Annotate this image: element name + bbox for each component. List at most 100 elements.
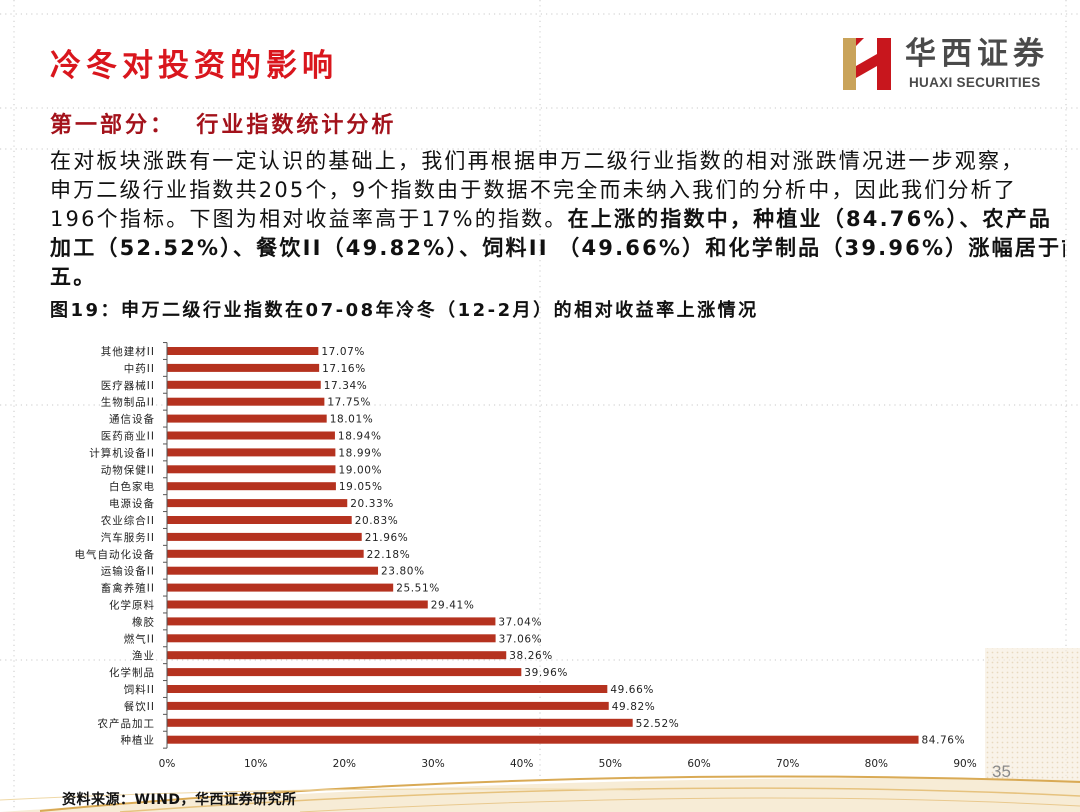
value-label: 52.52% <box>636 718 680 730</box>
bar <box>167 617 496 626</box>
x-tick-label: 60% <box>687 758 710 770</box>
bar <box>167 465 336 474</box>
value-label: 17.16% <box>322 363 366 375</box>
bar <box>167 431 335 440</box>
logo-red-stroke <box>877 38 891 90</box>
x-tick-label: 50% <box>599 758 622 770</box>
value-label: 17.34% <box>324 380 368 392</box>
bar <box>167 516 352 524</box>
value-label: 21.96% <box>365 532 409 544</box>
category-label: 农产品加工 <box>98 717 156 730</box>
value-label: 22.18% <box>367 549 411 561</box>
value-label: 17.75% <box>327 397 371 409</box>
figure-caption: 图19：申万二级行业指数在07-08年冷冬（12-2月）的相对收益率上涨情况 <box>50 300 759 321</box>
value-label: 18.94% <box>338 431 382 443</box>
source-note: 资料来源：WIND，华西证券研究所 <box>62 792 297 808</box>
bar <box>167 448 336 457</box>
huaxi-h-logo-icon <box>843 38 891 90</box>
bar <box>167 735 919 744</box>
category-label: 电源设备 <box>109 497 155 510</box>
category-label: 农业综合II <box>101 514 155 527</box>
category-label: 其他建材II <box>101 345 155 358</box>
bar <box>167 685 608 693</box>
value-label: 25.51% <box>396 583 440 595</box>
value-label: 18.99% <box>338 447 382 459</box>
section-heading: 第一部分： 行业指数统计分析 <box>50 113 397 138</box>
x-tick-label: 30% <box>421 758 444 770</box>
category-label: 汽车服务II <box>101 531 155 544</box>
category-label: 医疗器械II <box>101 379 155 392</box>
bar <box>167 668 522 677</box>
logo-name-cn: 华西证券 <box>905 36 1049 72</box>
bar <box>167 397 325 406</box>
category-label: 餐饮II <box>124 700 155 713</box>
category-label: 化学原料 <box>109 599 155 612</box>
bar <box>167 600 428 609</box>
value-label: 49.82% <box>612 701 656 713</box>
category-label: 电气自动化设备 <box>75 548 156 561</box>
value-label: 20.83% <box>355 515 399 527</box>
x-tick-label: 80% <box>865 758 888 770</box>
category-label: 畜禽养殖II <box>101 582 155 595</box>
value-label: 19.05% <box>339 481 383 493</box>
bar <box>167 347 319 355</box>
bar <box>167 380 321 389</box>
category-label: 橡胶 <box>132 615 155 628</box>
x-tick-label: 90% <box>953 758 976 770</box>
bar <box>167 701 609 710</box>
bar <box>167 718 633 727</box>
body-text-bold: 在上涨的指数中，种植业（84.76%）、农产品 <box>567 207 1053 231</box>
value-label: 23.80% <box>381 566 425 578</box>
category-label: 种植业 <box>121 734 156 747</box>
value-label: 84.76% <box>922 735 966 747</box>
slide-title: 冷冬对投资的影响 <box>50 48 338 84</box>
bar <box>167 566 379 575</box>
category-label: 通信设备 <box>109 413 155 426</box>
bar <box>167 583 394 592</box>
category-label: 生物制品II <box>101 396 155 409</box>
bar <box>167 482 336 491</box>
bar <box>167 414 327 423</box>
category-label: 白色家电 <box>109 480 155 493</box>
value-label: 17.07% <box>321 346 365 358</box>
x-tick-label: 10% <box>244 758 267 770</box>
logo-gold-stroke <box>843 38 856 90</box>
bar <box>167 499 348 508</box>
category-label: 饲料II <box>124 683 155 696</box>
bar <box>167 532 362 541</box>
bar <box>167 363 320 372</box>
category-label: 燃气II <box>124 632 155 645</box>
category-label: 化学制品 <box>109 666 155 679</box>
x-tick-label: 0% <box>159 758 176 770</box>
logo-red-crossbar <box>856 54 877 78</box>
category-label: 医药商业II <box>101 430 155 443</box>
body-line: 加工（52.52%）、餐饮II（49.82%）、饲料II （49.66%）和化学… <box>50 234 1065 263</box>
bar-chart: 其他建材II 17.07% 中药II 17.16% 医疗器械II 17.34% 生物制品II… <box>75 342 977 770</box>
category-label: 计算机设备II <box>89 446 155 459</box>
body-text-regular: 196个指标。下图为相对收益率高于17%的指数。 <box>50 207 568 231</box>
category-label: 运输设备II <box>101 565 155 578</box>
value-label: 37.04% <box>498 616 542 628</box>
value-label: 39.96% <box>524 667 568 679</box>
x-tick-label: 70% <box>776 758 799 770</box>
body-text-regular: 在对板块涨跌有一定认识的基础上，我们再根据申万二级行业指数的相对涨跌情况进一步观… <box>50 149 1025 173</box>
category-label: 动物保健II <box>101 463 155 476</box>
value-label: 20.33% <box>350 498 394 510</box>
body-text-bold: 五。 <box>50 265 97 289</box>
body-text-regular: 申万二级行业指数共205个，9个指数由于数据不完全而未纳入我们的分析中，因此我们… <box>50 178 1018 202</box>
value-label: 49.66% <box>610 684 654 696</box>
body-line: 在对板块涨跌有一定认识的基础上，我们再根据申万二级行业指数的相对涨跌情况进一步观… <box>50 147 1065 176</box>
body-line: 196个指标。下图为相对收益率高于17%的指数。在上涨的指数中，种植业（84.7… <box>50 205 1065 234</box>
bar <box>167 651 507 660</box>
x-tick-label: 40% <box>510 758 533 770</box>
body-paragraph: 在对板块涨跌有一定认识的基础上，我们再根据申万二级行业指数的相对涨跌情况进一步观… <box>50 147 1065 292</box>
bar <box>167 549 364 558</box>
page-number: 35 <box>992 762 1011 781</box>
value-label: 18.01% <box>330 414 374 426</box>
category-label: 渔业 <box>132 650 155 662</box>
body-line: 五。 <box>50 263 1065 292</box>
logo-name-en: HUAXI SECURITIES <box>909 75 1041 90</box>
logo-red-accent <box>856 38 864 46</box>
value-label: 19.00% <box>338 464 382 476</box>
body-line: 申万二级行业指数共205个，9个指数由于数据不完全而未纳入我们的分析中，因此我们… <box>50 176 1065 205</box>
